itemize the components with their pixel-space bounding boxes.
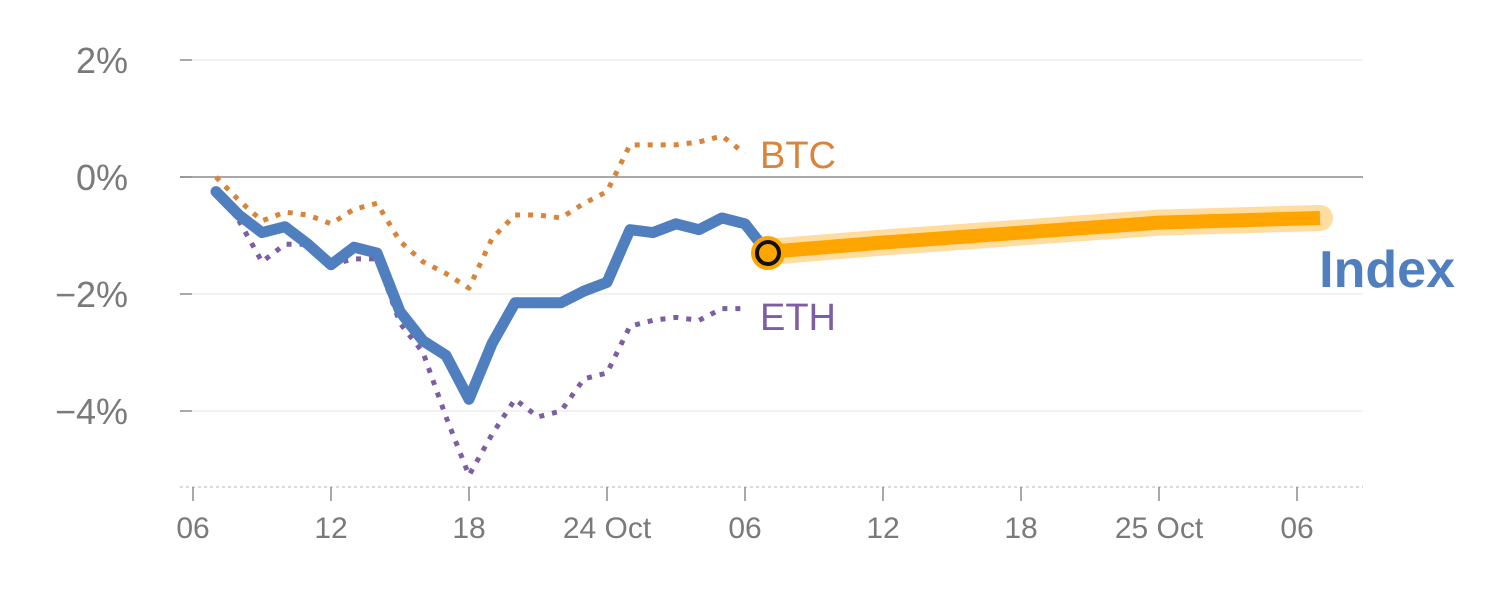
current-point-layer — [751, 236, 785, 271]
current-point-marker — [755, 240, 781, 267]
y-tick-label: −2% — [55, 274, 128, 315]
x-tick-label: 18 — [1004, 512, 1037, 545]
x-tick-label: 12 — [866, 512, 899, 545]
series-label-btc: BTC — [760, 135, 836, 177]
x-tick-label: 25 Oct — [1115, 512, 1204, 545]
y-tick-label: 0% — [76, 157, 128, 198]
series-line-index — [210, 186, 774, 405]
x-axis: 06 12 18 24 Oct 06 12 18 25 Oct 06 — [176, 486, 1363, 545]
series-line-btc — [214, 133, 747, 291]
y-tick-label: 2% — [76, 40, 128, 81]
y-axis: 2% 0% −2% −4% — [55, 40, 192, 432]
x-tick-label: 24 Oct — [563, 512, 652, 545]
x-tick-label: 06 — [176, 512, 209, 545]
series-forecast-line — [767, 210, 1321, 259]
series-layer — [210, 133, 1333, 478]
x-tick-label: 18 — [452, 512, 485, 545]
grid — [180, 59, 1363, 412]
series-label-eth: ETH — [760, 297, 836, 339]
series-label-index: Index — [1319, 241, 1455, 299]
x-tick-label: 12 — [314, 512, 347, 545]
x-tick-label: 06 — [728, 512, 761, 545]
y-tick-label: −4% — [55, 391, 128, 432]
x-tick-label: 06 — [1280, 512, 1313, 545]
